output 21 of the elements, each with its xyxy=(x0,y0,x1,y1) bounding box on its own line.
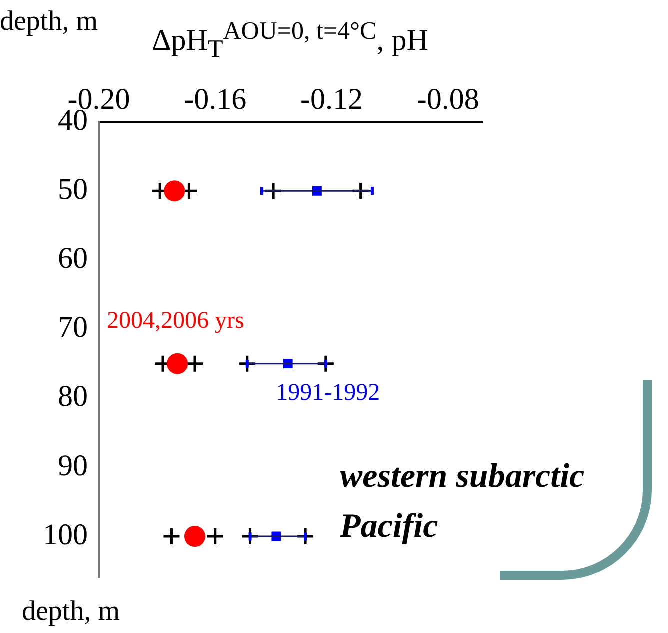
series-label: 1991-1992 xyxy=(276,380,380,406)
point xyxy=(162,527,181,546)
y-tick-label: 50 xyxy=(58,172,88,206)
x-tick-label: -0.12 xyxy=(300,82,363,116)
x-tick-label: -0.08 xyxy=(416,82,480,116)
point xyxy=(167,353,188,374)
y-tick-label: 100 xyxy=(43,518,88,552)
x-tick-label: -0.16 xyxy=(184,82,247,116)
text: depth, m xyxy=(22,596,120,628)
x-axis-title: ΔpH$_{T}$$^{AOU=0, t=4°C}$, pH xyxy=(152,18,428,64)
y-tick-label: 90 xyxy=(58,449,88,482)
y-tick-label: 80 xyxy=(58,380,88,414)
point xyxy=(184,526,206,548)
point xyxy=(206,527,225,546)
point xyxy=(186,354,204,374)
y-tick-label: 60 xyxy=(58,242,88,276)
annotation: western subarctic Pacific xyxy=(340,457,586,547)
y-tick-label: 70 xyxy=(58,311,88,344)
point xyxy=(164,180,186,202)
series-label: 2004,2006 yrs xyxy=(107,308,244,334)
y-axis-title: depth, m xyxy=(0,6,98,38)
